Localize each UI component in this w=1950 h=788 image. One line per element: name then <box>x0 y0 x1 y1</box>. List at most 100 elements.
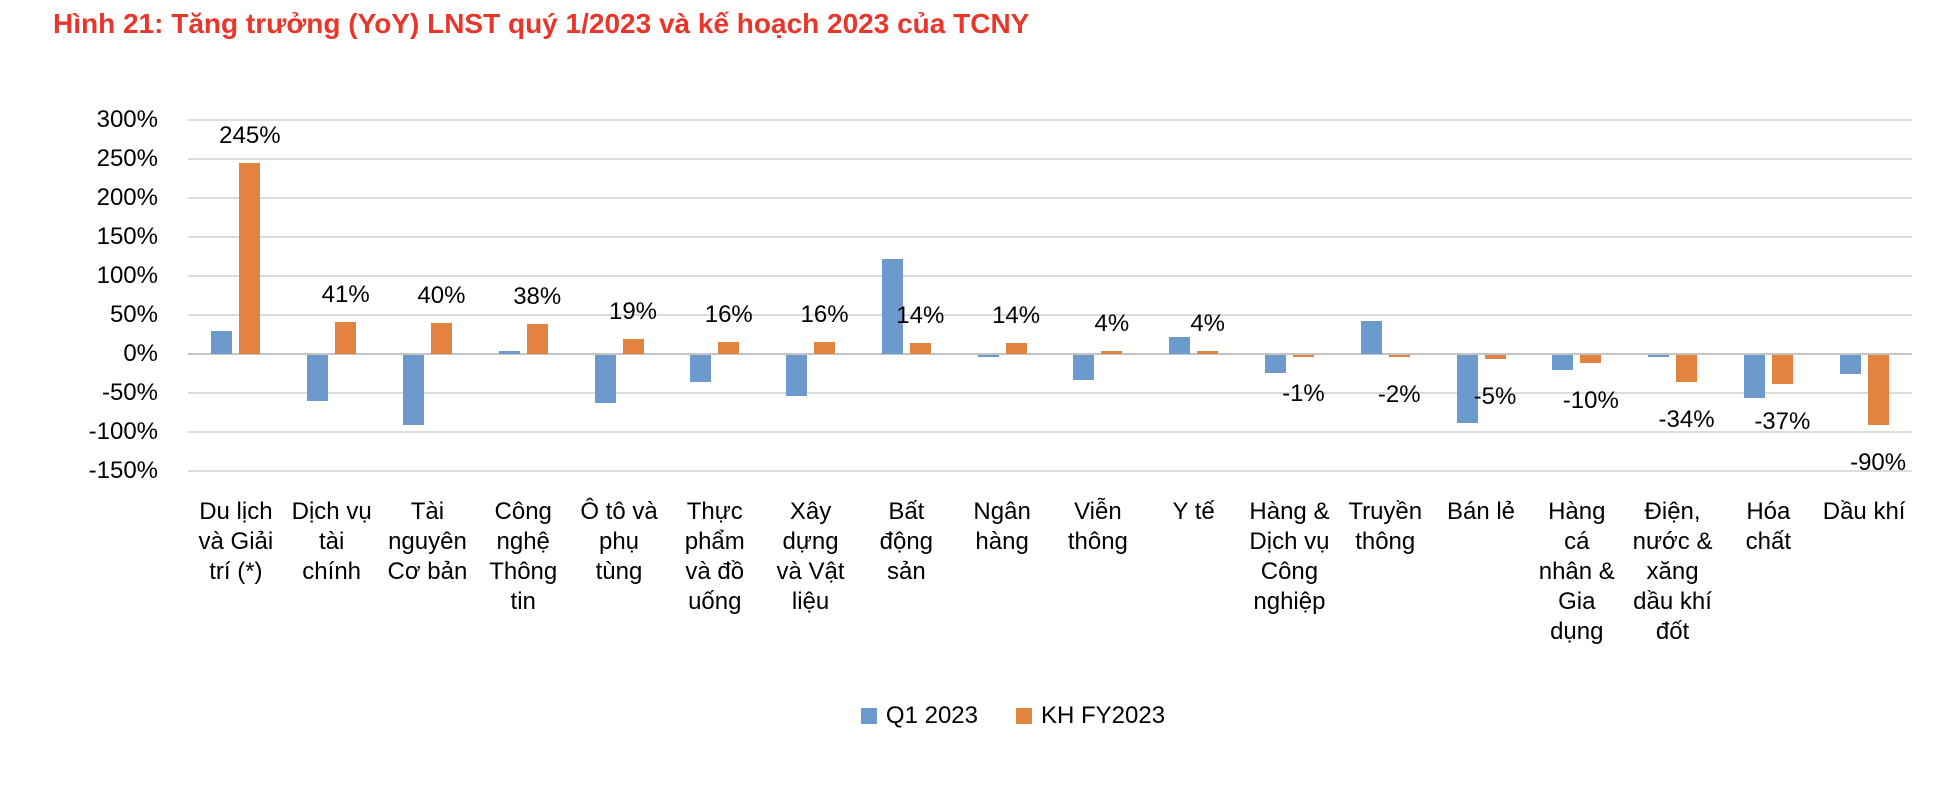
bar-q1-2023 <box>211 330 233 354</box>
kh-data-label: 40% <box>417 281 466 309</box>
kh-data-label: -90% <box>1850 449 1907 477</box>
x-axis-category-label: Bất động sản <box>879 498 934 585</box>
bar-q1-2023 <box>1073 355 1095 380</box>
bar-q1-2023 <box>1360 321 1382 354</box>
bar-q1-2023 <box>786 355 808 396</box>
kh-data-label: 245% <box>219 121 281 149</box>
y-axis-tick-label: 200% <box>96 184 158 211</box>
gridline <box>188 392 1912 394</box>
bar-q1-2023 <box>1552 355 1574 370</box>
bar-q1-2023 <box>881 258 903 354</box>
bar-q1-2023 <box>594 355 616 403</box>
x-axis-category-label: Du lịch và Giải trí (*) <box>198 498 274 585</box>
bar-kh-fy2023 <box>1292 355 1314 357</box>
bar-kh-fy2023 <box>1867 355 1889 426</box>
gridline <box>188 236 1912 238</box>
x-axis-category-label: Thực phẩm và đồ uống <box>684 498 745 615</box>
bar-q1-2023 <box>1743 355 1765 398</box>
bar-kh-fy2023 <box>718 341 740 354</box>
bar-q1-2023 <box>977 355 999 357</box>
legend-item-q1-2023: Q1 2023 <box>860 701 978 731</box>
y-axis-tick-label: 0% <box>123 340 158 367</box>
bar-kh-fy2023 <box>1580 355 1602 363</box>
x-axis-category-label: Hóa chất <box>1745 498 1792 555</box>
kh-data-label: -2% <box>1377 380 1421 408</box>
x-axis-category-label: Viễn thông <box>1067 498 1128 555</box>
bar-q1-2023 <box>402 355 424 426</box>
x-axis-category-label: Bán lẻ <box>1446 498 1516 525</box>
bar-chart: 300% 250% 200% 150% 100% 50% 0% -50% -100% -150% 2… <box>88 106 1912 645</box>
y-axis-tick-label: 300% <box>96 106 158 133</box>
bar-q1-2023 <box>498 350 520 354</box>
bar-q1-2023 <box>1456 355 1478 423</box>
bar-kh-fy2023 <box>335 322 357 354</box>
kh-data-label: 4% <box>1094 309 1130 337</box>
bar-kh-fy2023 <box>1101 350 1123 354</box>
bar-q1-2023 <box>690 355 712 382</box>
bar-kh-fy2023 <box>1676 355 1698 382</box>
x-axis-category-label: Y tế <box>1172 498 1215 525</box>
gridline <box>188 431 1912 433</box>
figure-title: Hình 21: Tăng trưởng (YoY) LNST quý 1/20… <box>53 8 1030 39</box>
bar-kh-fy2023 <box>430 322 452 354</box>
x-axis-category-label: Tài nguyên Cơ bản <box>387 498 468 585</box>
kh-data-label: -10% <box>1562 386 1619 414</box>
kh-data-label: 41% <box>321 281 370 309</box>
gridline <box>188 275 1912 277</box>
kh-data-label: 14% <box>896 302 945 330</box>
x-axis-category-label: Dịch vụ tài chính <box>291 498 372 585</box>
x-axis-category-label: Công nghệ Thông tin <box>489 498 558 615</box>
kh-data-label: -1% <box>1282 379 1325 407</box>
bar-kh-fy2023 <box>526 324 548 354</box>
bar-kh-fy2023 <box>1005 343 1027 354</box>
y-axis-tick-label: -100% <box>88 418 158 445</box>
x-axis-category-label: Xây dựng và Vật liệu <box>776 498 845 615</box>
bar-q1-2023 <box>1264 355 1286 373</box>
kh-data-label: -34% <box>1658 405 1715 433</box>
x-axis-category-label: Hàng & Dịch vụ Công nghiệp <box>1249 498 1330 615</box>
bar-kh-fy2023 <box>239 162 261 354</box>
bar-q1-2023 <box>1839 355 1861 374</box>
bar-kh-fy2023 <box>1197 350 1219 354</box>
bar-kh-fy2023 <box>909 343 931 354</box>
x-axis-category-label: Dầu khí <box>1822 498 1906 525</box>
bar-q1-2023 <box>1648 355 1670 357</box>
kh-data-label: 38% <box>513 283 562 311</box>
y-axis-tick-label: -150% <box>88 457 158 484</box>
legend-label: KH FY2023 <box>1041 702 1166 729</box>
kh-data-label: 4% <box>1190 309 1225 337</box>
bar-kh-fy2023 <box>622 339 644 354</box>
x-axis-category-label: Truyền thông <box>1348 498 1423 555</box>
kh-data-label: 16% <box>800 300 849 328</box>
y-axis-tick-label: 100% <box>96 262 158 289</box>
bar-q1-2023 <box>307 355 329 402</box>
zero-axis-line <box>188 353 1912 355</box>
legend-swatch-icon <box>860 708 877 724</box>
bar-kh-fy2023 <box>814 341 836 354</box>
legend-item-kh-fy2023: KH FY2023 <box>1016 701 1165 731</box>
y-axis-tick-label: 250% <box>96 145 158 172</box>
gridline <box>188 314 1912 316</box>
x-axis-category-label: Điện, nước & xăng dầu khí đốt <box>1632 498 1713 645</box>
bar-kh-fy2023 <box>1388 355 1410 357</box>
bar-kh-fy2023 <box>1484 355 1506 359</box>
kh-data-label: 19% <box>608 298 658 326</box>
legend-swatch-icon <box>1016 708 1032 724</box>
kh-data-label: 14% <box>992 302 1041 330</box>
y-axis-tick-label: 150% <box>96 223 158 250</box>
bar-kh-fy2023 <box>1771 355 1793 384</box>
bar-q1-2023 <box>1169 336 1191 354</box>
y-axis-tick-label: -50% <box>101 379 158 406</box>
kh-data-label: -37% <box>1754 407 1811 435</box>
x-axis-category-label: Hàng cá nhân & Gia dụng <box>1538 498 1615 645</box>
kh-data-label: -5% <box>1473 382 1517 410</box>
x-axis-category-label: Ô tô và phụ tùng <box>580 498 658 585</box>
legend-label: Q1 2023 <box>885 702 978 729</box>
gridline <box>188 197 1912 199</box>
x-axis-category-label: Ngân hàng <box>973 498 1031 555</box>
kh-data-label: 16% <box>704 300 753 328</box>
gridline <box>188 119 1912 121</box>
legend: Q1 2023 KH FY2023 <box>38 701 1950 731</box>
gridline <box>188 158 1912 160</box>
y-axis-tick-label: 50% <box>109 301 158 328</box>
